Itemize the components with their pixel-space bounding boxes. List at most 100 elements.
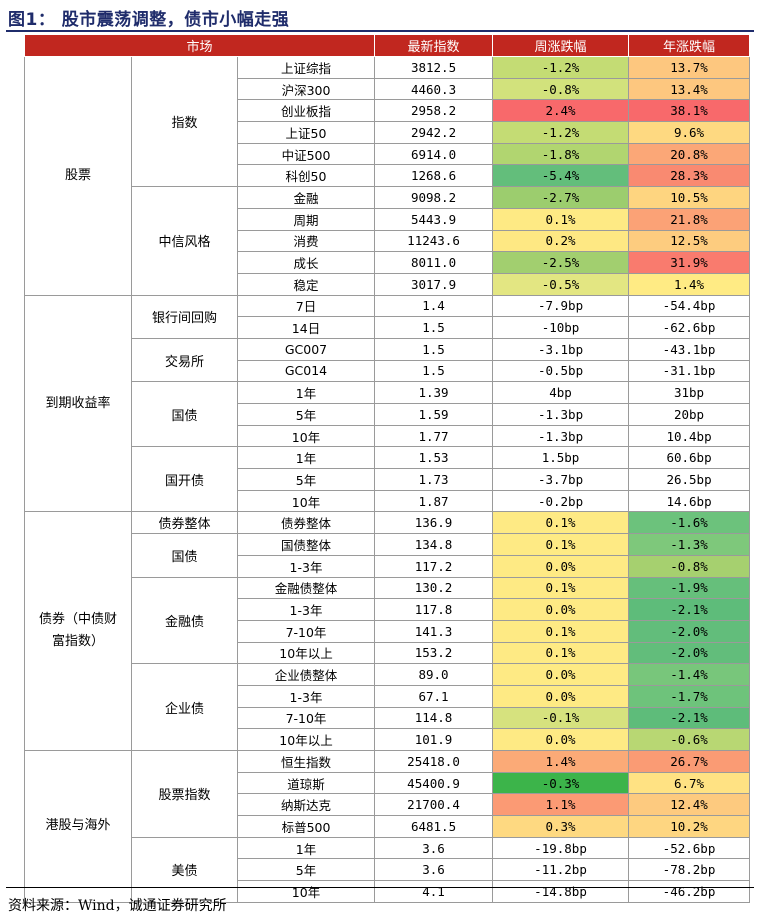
year-change: 13.4% [628,77,751,101]
week-change: 0.3% [492,815,630,838]
table-row: 成长 8011.0 -2.5% 31.9% [25,251,751,274]
year-change: 10.2% [628,815,751,838]
year-change: 1.4% [628,272,751,296]
year-change: 9.6% [628,121,751,144]
table-row: 纳斯达克 21700.4 1.1% 12.4% [25,793,751,817]
year-change: -43.1bp [628,337,751,361]
row-label: 消费 [236,229,376,253]
table-row: 股票 指数 上证综指 3812.5 -1.2% 13.7% [24,55,751,296]
section-name: 股票 [24,56,132,296]
week-change: -0.3% [492,771,630,795]
latest-value: 1.5 [374,359,494,383]
week-change: -1.2% [492,121,630,144]
group-name: 中信风格 [131,186,238,296]
year-change: 60.6bp [628,446,751,470]
row-label: 稳定 [236,272,376,296]
week-change: -2.7% [492,186,630,209]
row-label: 纳斯达克 [236,793,376,817]
week-change: 0.0% [492,663,630,686]
year-change: 38.1% [628,99,751,123]
year-change: -1.3% [628,533,751,556]
week-change: -1.3bp [492,403,630,426]
row-label: 上证综指 [236,56,376,79]
table-row: 中信风格 金融 9098.2 -2.7% 10.5% [25,186,751,296]
latest-value: 3812.5 [374,56,494,79]
row-label: GC014 [236,359,376,383]
group-name: 国开债 [131,446,238,513]
row-label: 中证500 [236,142,376,166]
latest-value: 6481.5 [374,815,494,838]
year-change: -52.6bp [628,836,751,860]
row-label: 创业板指 [236,99,376,123]
row-label: 1年 [236,836,376,860]
row-label: 恒生指数 [236,750,376,773]
header-row: 市场 最新指数 周涨跌幅 年涨跌幅 [23,34,751,57]
table-row: 消费 11243.6 0.2% 12.5% [25,229,751,253]
table-row: 1-3年 117.2 0.0% -0.8% [25,554,751,578]
table-row: 中证500 6914.0 -1.8% 20.8% [25,142,751,166]
group-name: 指数 [131,55,238,188]
group-name: 企业债 [131,663,238,751]
year-change: 10.4bp [628,424,751,448]
row-label: 金融 [236,186,376,209]
year-change: -78.2bp [628,858,751,882]
latest-value: 1.53 [374,446,494,470]
row-label: 1年 [236,446,376,470]
year-change: 13.7% [628,56,751,79]
year-change: -2.1% [628,706,751,730]
row-label: 10年以上 [236,641,376,665]
year-change: 31.9% [628,251,751,274]
latest-value: 101.9 [374,728,494,751]
table-row: 14日 1.5 -10bp -62.6bp [25,316,751,339]
week-change: 4bp [492,381,630,404]
row-label: 道琼斯 [236,771,376,795]
table-row: 上证50 2942.2 -1.2% 9.6% [25,121,751,144]
row-label: 上证50 [236,121,376,144]
year-change: 14.6bp [628,489,751,513]
latest-value: 1268.6 [374,164,494,188]
latest-value: 136.9 [374,511,494,535]
latest-value: 134.8 [374,533,494,556]
week-change: 0.2% [492,229,630,253]
week-change: 0.0% [492,684,630,708]
latest-value: 45400.9 [374,771,494,795]
latest-value: 21700.4 [374,793,494,817]
row-label: 5年 [236,468,376,491]
header-latest: 最新指数 [374,34,494,57]
row-label: 7-10年 [236,619,376,643]
group-name: 交易所 [131,337,238,383]
section-name: 到期收益率 [24,294,132,513]
year-change: 21.8% [628,207,751,231]
year-change: 20bp [628,403,751,426]
year-change: -2.0% [628,641,751,665]
year-change: 26.7% [628,750,751,773]
row-label: 1年 [236,381,376,404]
latest-value: 1.59 [374,403,494,426]
table-row: 标普500 6481.5 0.3% 10.2% [25,815,751,838]
week-change: -14.8bp [492,880,630,903]
latest-value: 2942.2 [374,121,494,144]
group-name: 银行间回购 [131,294,238,339]
row-label: 5年 [236,858,376,882]
week-change: -19.8bp [492,836,630,860]
row-label: 企业债整体 [236,663,376,686]
table-row: 国债 1年 1.39 4bp 31bp [25,381,751,448]
latest-value: 1.77 [374,424,494,448]
latest-value: 67.1 [374,684,494,708]
latest-value: 1.87 [374,489,494,513]
week-change: -10bp [492,316,630,339]
week-change: -3.1bp [492,337,630,361]
week-change: -11.2bp [492,858,630,882]
section-name: 港股与海外 [24,750,132,903]
table-row: 7-10年 114.8 -0.1% -2.1% [25,706,751,730]
row-label: 10年以上 [236,728,376,751]
year-change: 31bp [628,381,751,404]
latest-value: 1.73 [374,468,494,491]
week-change: -0.5% [492,272,630,296]
latest-value: 6914.0 [374,142,494,166]
week-change: 0.1% [492,619,630,643]
year-change: 28.3% [628,164,751,188]
latest-value: 3.6 [374,836,494,860]
latest-value: 2958.2 [374,99,494,123]
week-change: 0.1% [492,533,630,556]
